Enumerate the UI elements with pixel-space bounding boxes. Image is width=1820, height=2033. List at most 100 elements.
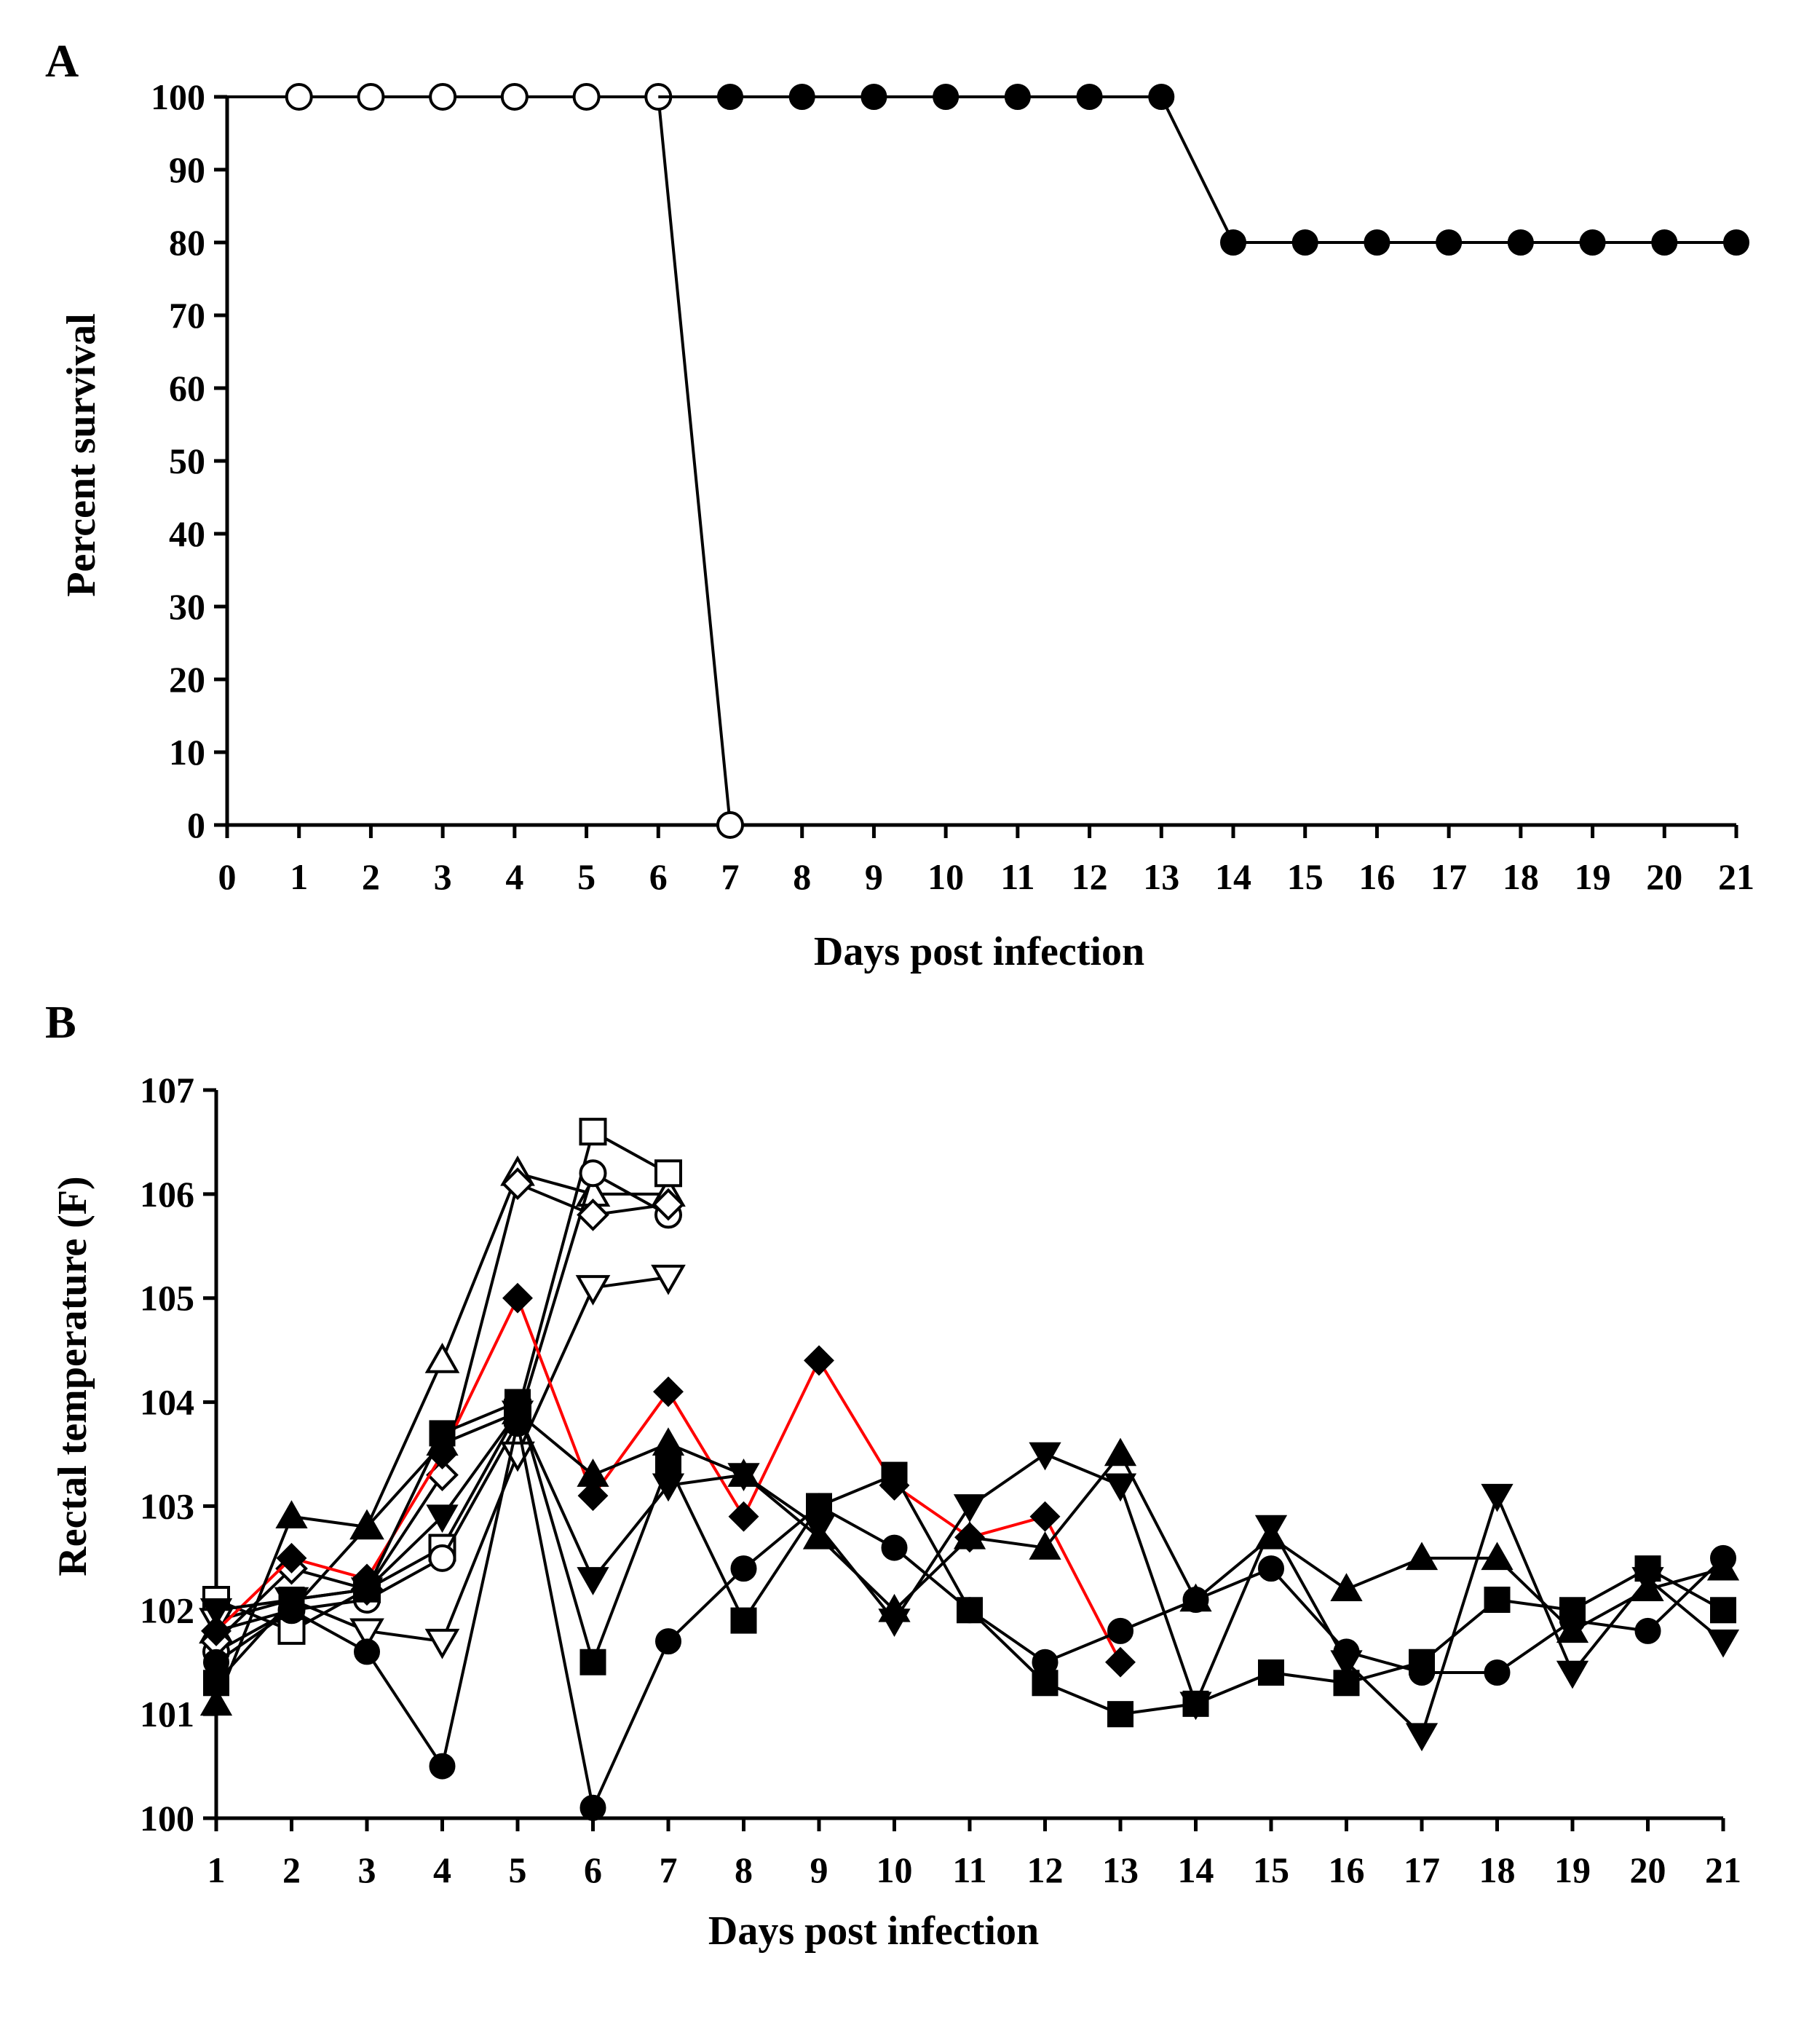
data-point bbox=[933, 84, 960, 110]
data-point bbox=[654, 1159, 682, 1188]
data-point bbox=[1484, 1587, 1511, 1613]
data-point bbox=[199, 1598, 233, 1627]
data-point bbox=[426, 1504, 459, 1533]
data-point bbox=[1651, 229, 1678, 256]
data-point bbox=[1634, 1617, 1661, 1644]
y-tick-label: 30 bbox=[169, 586, 205, 627]
x-tick-label: 16 bbox=[1329, 1850, 1365, 1890]
data-point bbox=[1364, 229, 1390, 256]
data-point bbox=[275, 1587, 308, 1616]
data-point bbox=[1148, 84, 1175, 110]
data-point bbox=[1032, 1649, 1059, 1675]
data-point bbox=[1405, 1723, 1439, 1752]
data-point bbox=[860, 84, 887, 110]
data-point bbox=[1710, 1544, 1736, 1571]
series-9 bbox=[199, 1400, 1740, 1752]
x-tick-label: 17 bbox=[1431, 856, 1467, 897]
panel-a-label: A bbox=[45, 35, 79, 87]
data-point bbox=[727, 1463, 760, 1491]
data-point bbox=[429, 83, 457, 111]
x-tick-label: 7 bbox=[721, 856, 740, 897]
data-point bbox=[1556, 1660, 1589, 1689]
y-tick-label: 90 bbox=[169, 149, 205, 190]
data-point bbox=[429, 1753, 456, 1780]
x-tick-label: 15 bbox=[1287, 856, 1324, 897]
x-tick-label: 5 bbox=[577, 856, 596, 897]
data-point bbox=[651, 1264, 686, 1295]
data-point bbox=[428, 1544, 456, 1572]
data-point bbox=[1029, 1501, 1061, 1532]
data-point bbox=[1105, 1646, 1136, 1678]
data-point bbox=[349, 1618, 384, 1649]
x-tick-label: 3 bbox=[434, 856, 452, 897]
data-point bbox=[653, 1376, 684, 1408]
data-point bbox=[1107, 1617, 1133, 1644]
data-point bbox=[276, 1542, 307, 1574]
data-point bbox=[1579, 229, 1606, 256]
y-tick-label: 103 bbox=[140, 1485, 194, 1526]
data-point bbox=[285, 83, 313, 111]
x-tick-label: 11 bbox=[1000, 856, 1034, 897]
data-point bbox=[357, 83, 385, 111]
x-tick-label: 9 bbox=[865, 856, 883, 897]
data-point bbox=[652, 1427, 685, 1456]
data-point bbox=[1029, 1442, 1061, 1471]
panel-a-y-axis-title: Percent survival bbox=[59, 313, 104, 596]
series-0 bbox=[227, 83, 744, 839]
y-tick-label: 106 bbox=[140, 1174, 194, 1215]
data-point bbox=[1004, 84, 1031, 110]
x-tick-label: 14 bbox=[1215, 856, 1251, 897]
x-tick-label: 12 bbox=[1072, 856, 1108, 897]
data-point bbox=[424, 1628, 460, 1659]
x-tick-label: 15 bbox=[1253, 1850, 1289, 1890]
y-tick-label: 102 bbox=[140, 1590, 194, 1630]
data-point bbox=[199, 1687, 233, 1716]
panel-a-x-axis-title: Days post infection bbox=[814, 929, 1144, 974]
panel-b-series bbox=[199, 1118, 1740, 1821]
data-point bbox=[203, 1649, 229, 1675]
x-tick-label: 14 bbox=[1178, 1850, 1214, 1890]
data-point bbox=[716, 811, 744, 839]
series-line bbox=[658, 95, 1736, 244]
y-tick-label: 40 bbox=[169, 513, 205, 554]
series-line bbox=[227, 95, 732, 826]
data-point bbox=[1436, 229, 1463, 256]
y-tick-label: 100 bbox=[140, 1798, 194, 1839]
y-tick-label: 0 bbox=[187, 805, 205, 845]
data-point bbox=[577, 1458, 609, 1487]
x-tick-label: 1 bbox=[290, 856, 308, 897]
data-point bbox=[350, 1510, 384, 1539]
y-tick-label: 50 bbox=[169, 441, 205, 481]
series-1 bbox=[658, 84, 1749, 256]
x-tick-label: 21 bbox=[1718, 856, 1754, 897]
data-point bbox=[579, 1159, 607, 1188]
data-point bbox=[1706, 1629, 1740, 1658]
x-tick-label: 11 bbox=[952, 1850, 986, 1890]
x-tick-label: 4 bbox=[505, 856, 523, 897]
data-point bbox=[881, 1461, 908, 1488]
data-point bbox=[730, 1555, 757, 1582]
data-point bbox=[1254, 1515, 1288, 1544]
data-point bbox=[802, 1515, 836, 1544]
data-point bbox=[350, 1577, 384, 1606]
x-tick-label: 2 bbox=[362, 856, 380, 897]
data-point bbox=[1076, 84, 1103, 110]
data-point bbox=[953, 1520, 986, 1550]
x-tick-label: 20 bbox=[1646, 856, 1682, 897]
data-point bbox=[579, 1794, 606, 1821]
y-tick-label: 10 bbox=[169, 732, 205, 773]
data-point bbox=[501, 1400, 534, 1429]
data-point bbox=[572, 83, 601, 111]
data-point bbox=[728, 1501, 759, 1532]
x-tick-label: 0 bbox=[218, 856, 237, 897]
data-point bbox=[655, 1451, 681, 1478]
x-tick-label: 18 bbox=[1503, 856, 1539, 897]
x-tick-label: 8 bbox=[735, 1850, 753, 1890]
data-point bbox=[730, 1607, 757, 1634]
panel-b-label: B bbox=[45, 996, 76, 1048]
data-point bbox=[878, 1608, 911, 1637]
x-tick-label: 6 bbox=[584, 1850, 602, 1890]
x-tick-label: 16 bbox=[1358, 856, 1395, 897]
panel-b-x-axis-title: Days post infection bbox=[708, 1908, 1039, 1954]
